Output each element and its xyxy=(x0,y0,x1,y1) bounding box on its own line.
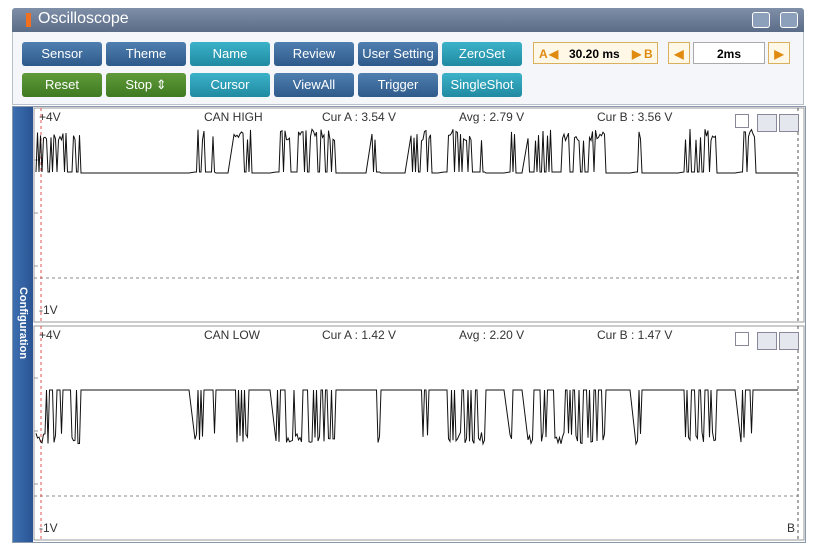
toolbar: A ◀ 30.20 ms ▶ B ◀ 2ms ▶ Sensor Theme Name… xyxy=(12,32,804,105)
cursor-time-box: A ◀ 30.20 ms ▶ B xyxy=(533,42,658,64)
panel-button[interactable] xyxy=(779,332,799,350)
channel-cur-b: Cur B : 1.47 V xyxy=(597,328,673,342)
title-icon xyxy=(26,13,31,27)
configuration-tab[interactable]: Configuration xyxy=(13,107,33,542)
panel-button[interactable] xyxy=(757,114,777,132)
channel-top: +4V xyxy=(39,328,61,342)
toolbar-button[interactable]: Cursor xyxy=(190,73,270,97)
waveform xyxy=(35,389,798,446)
cursor-b-label: B xyxy=(644,47,653,61)
scope-area: Configuration +4V CAN HIGH Cur A : 3.54 V A… xyxy=(12,106,806,543)
panel-button[interactable] xyxy=(735,114,749,128)
waveform xyxy=(35,128,798,174)
toolbar-button[interactable]: Review xyxy=(274,42,354,66)
channel-cur-a: Cur A : 3.54 V xyxy=(322,110,397,124)
toolbar-button[interactable]: ViewAll xyxy=(274,73,354,97)
toolbar-button[interactable]: Sensor xyxy=(22,42,102,66)
arrow: ◀ xyxy=(549,47,559,61)
window-button[interactable] xyxy=(752,12,770,28)
cursor-time: 30.20 ms xyxy=(569,47,620,61)
arrow: ▶ xyxy=(632,47,642,61)
channel-top: +4V xyxy=(39,110,61,124)
channel-cur-a: Cur A : 1.42 V xyxy=(322,328,397,342)
timebase: 2ms xyxy=(693,42,765,64)
panel-button[interactable] xyxy=(757,332,777,350)
window-button[interactable] xyxy=(780,12,798,28)
window-title: Oscilloscope xyxy=(38,10,129,27)
spinner-icon: ⇕ xyxy=(152,77,167,92)
panel-button[interactable] xyxy=(779,114,799,132)
toolbar-button[interactable]: User Setting xyxy=(358,42,438,66)
cursor-b-marker: B xyxy=(787,521,796,535)
panel-frame xyxy=(33,325,805,541)
channel-name: CAN HIGH xyxy=(204,110,263,124)
toolbar-button[interactable]: Reset xyxy=(22,73,102,97)
channel-bottom: -1V xyxy=(39,521,58,535)
channel-bottom: -1V xyxy=(39,303,58,317)
waveform-canvas xyxy=(33,107,805,541)
panel-frame xyxy=(33,107,805,323)
channel-name: CAN LOW xyxy=(204,328,261,342)
toolbar-button[interactable]: Theme xyxy=(106,42,186,66)
timebase-increase[interactable]: ▶ xyxy=(768,42,790,64)
timebase-decrease[interactable]: ◀ xyxy=(668,42,690,64)
toolbar-button[interactable]: Name xyxy=(190,42,270,66)
channel-avg: Avg : 2.20 V xyxy=(459,328,525,342)
toolbar-button[interactable]: Stop ⇕ xyxy=(106,73,186,97)
toolbar-button[interactable]: Trigger xyxy=(358,73,438,97)
channel-avg: Avg : 2.79 V xyxy=(459,110,525,124)
panel-button[interactable] xyxy=(735,332,749,346)
title-bar: Oscilloscope xyxy=(12,8,804,32)
cursor-a-label: A xyxy=(539,47,548,61)
channel-cur-b: Cur B : 3.56 V xyxy=(597,110,673,124)
toolbar-button[interactable]: SingleShot xyxy=(442,73,522,97)
toolbar-button[interactable]: ZeroSet xyxy=(442,42,522,66)
